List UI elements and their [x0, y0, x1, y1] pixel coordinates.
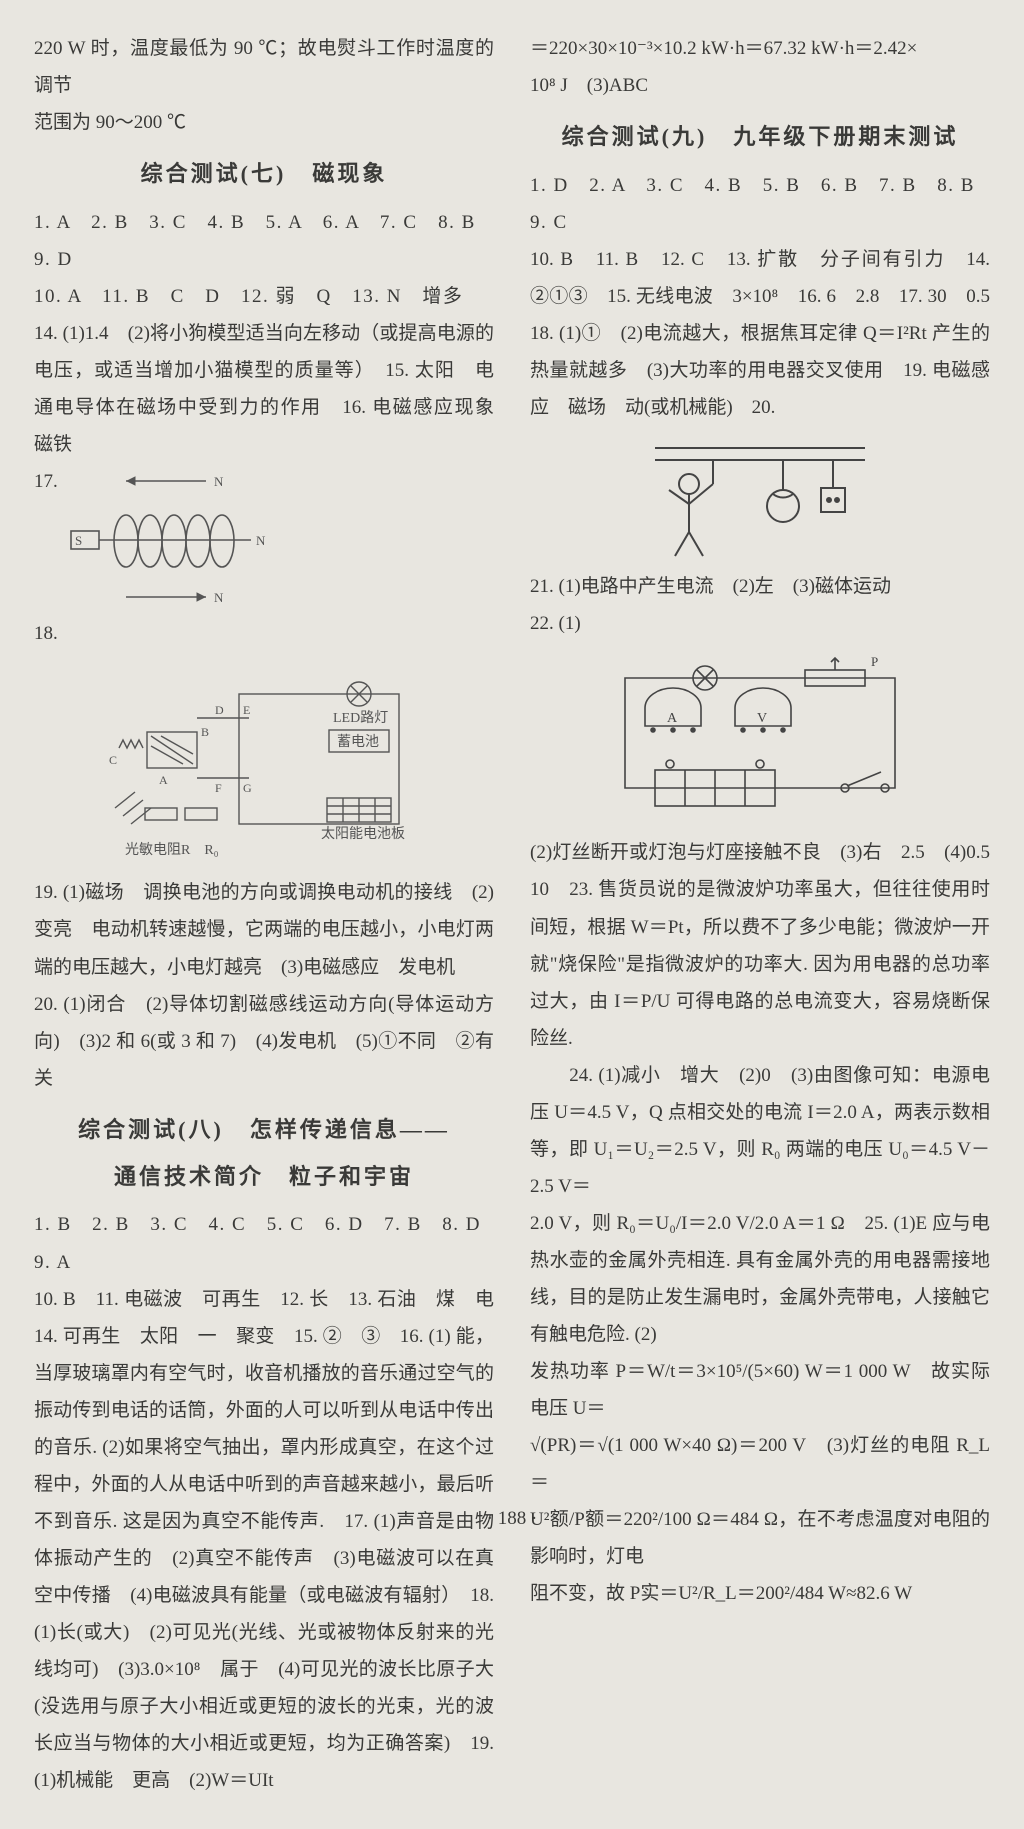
q17-row: 17. S N N — [34, 463, 494, 615]
svg-text:N: N — [214, 590, 224, 605]
svg-text:太阳能电池板: 太阳能电池板 — [321, 826, 405, 842]
q17-label: 17. — [34, 463, 58, 500]
test9-title-b: 九年级下册期末测试 — [733, 124, 958, 149]
svg-text:蓄电池: 蓄电池 — [337, 734, 379, 750]
test8-title-b: 怎样传递信息—— — [250, 1117, 450, 1142]
test7-line19: 19. (1)磁场 调换电池的方向或调换电动机的接线 (2)变亮 电动机转速越慢… — [34, 874, 494, 985]
svg-text:A: A — [159, 773, 168, 787]
test9-answers-1: 1. D 2. A 3. C 4. B 5. B 6. B 7. B 8. B … — [530, 167, 990, 241]
test9-line24a: 24. (1)减小 增大 (2)0 (3)由图像可知：电源电压 U＝4.5 V，… — [530, 1057, 990, 1205]
test7-line14: 14. (1)1.4 (2)将小狗模型适当向左移动（或提高电源的电压，或适当增加… — [34, 315, 494, 463]
test9-heading: 综合测试(九) 九年级下册期末测试 — [530, 116, 990, 159]
test8-heading-2: 通信技术简介 粒子和宇宙 — [34, 1156, 494, 1199]
left-intro-2: 范围为 90～200 ℃ — [34, 104, 494, 141]
svg-text:A: A — [667, 711, 678, 726]
svg-text:LED路灯: LED路灯 — [333, 710, 388, 726]
fig-17-coil: S N N N — [66, 469, 296, 609]
test9-line21: 21. (1)电路中产生电流 (2)左 (3)磁体运动 — [530, 568, 990, 605]
test9-line22-text: (2)灯丝断开或灯泡与灯座接触不良 (3)右 2.5 (4)0.5 10 23.… — [530, 834, 990, 1056]
test9-formula-rl: U²额/P额＝220²/100 Ω＝484 Ω，在不考虑温度对电阻的影响时，灯电 — [530, 1501, 990, 1575]
svg-text:N: N — [256, 533, 266, 548]
right-intro-1: ＝220×30×10⁻³×10.2 kW·h＝67.32 kW·h＝2.42× — [530, 30, 990, 67]
right-intro-2: 10⁸ J (3)ABC — [530, 67, 990, 104]
fig22-svg: P A V — [595, 648, 925, 828]
q18-row: 18. LED路灯 蓄电池 — [34, 615, 494, 868]
circuit-diagram-svg: LED路灯 蓄电池 太阳能电池板 — [109, 658, 419, 868]
q18-label: 18. — [34, 623, 58, 644]
svg-text:F: F — [215, 781, 222, 795]
power-lines-svg — [645, 432, 875, 562]
test7-heading: 综合测试(七) 磁现象 — [34, 153, 494, 196]
right-column: ＝220×30×10⁻³×10.2 kW·h＝67.32 kW·h＝2.42× … — [530, 30, 990, 1799]
test8-heading: 综合测试(八) 怎样传递信息—— — [34, 1109, 494, 1152]
test7-line20: 20. (1)闭合 (2)导体切割磁感线运动方向(导体运动方向) (3)2 和 … — [34, 986, 494, 1097]
left-intro-1: 220 W 时，温度最低为 90 ℃；故电熨斗工作时温度的调节 — [34, 30, 494, 104]
test9-formula-pshi: 阻不变，故 P实＝U²/R_L＝200²/484 W≈82.6 W — [530, 1575, 990, 1612]
svg-text:G: G — [243, 781, 252, 795]
test7-answers-1: 1. A 2. B 3. C 4. B 5. A 6. A 7. C 8. B … — [34, 204, 494, 278]
svg-text:V: V — [757, 711, 767, 726]
test8-answers-1: 1. B 2. B 3. C 4. C 5. C 6. D 7. B 8. D … — [34, 1206, 494, 1280]
svg-text:C: C — [109, 753, 117, 767]
svg-text:E: E — [243, 703, 250, 717]
svg-text:光敏电阻R R₀: 光敏电阻R R₀ — [125, 842, 219, 858]
svg-text:N: N — [214, 474, 224, 489]
test8-title-a: 综合测试(八) — [78, 1117, 224, 1142]
page-number: · 188 · — [487, 1500, 538, 1537]
test7-title-a: 综合测试(七) — [141, 161, 287, 186]
left-column: 220 W 时，温度最低为 90 ℃；故电熨斗工作时温度的调节 范围为 90～2… — [34, 30, 494, 1799]
fig-20-power-lines — [530, 432, 990, 562]
svg-text:P: P — [871, 654, 878, 669]
svg-text:B: B — [201, 725, 209, 739]
test9-title-a: 综合测试(九) — [562, 124, 708, 149]
test7-title-b: 磁现象 — [312, 161, 387, 186]
fig-22-circuit: P A V — [530, 648, 990, 828]
test8-body: 10. B 11. 电磁波 可再生 12. 长 13. 石油 煤 电 14. 可… — [34, 1281, 494, 1800]
coil-diagram-svg: S N N N — [66, 469, 296, 609]
svg-text:S: S — [75, 533, 82, 548]
test7-answers-2: 10. A 11. B C D 12. 弱 Q 13. N 增多 — [34, 278, 494, 315]
test9-formula-p: 发热功率 P＝W/t＝3×10⁵/(5×60) W＝1 000 W 故实际电压 … — [530, 1353, 990, 1427]
svg-text:D: D — [215, 703, 224, 717]
test9-line10-20: 10. B 11. B 12. C 13. 扩散 分子间有引力 14. ②①③ … — [530, 241, 990, 426]
test9-formula-r0: 2.0 V，则 R₀＝U₀/I＝2.0 V/2.0 A＝1 Ω 25. (1)E… — [530, 1205, 990, 1353]
test8-title-c: 通信技术简介 粒子和宇宙 — [114, 1164, 414, 1189]
fig-18-circuit: LED路灯 蓄电池 太阳能电池板 — [34, 658, 494, 868]
q22-label: 22. (1) — [530, 605, 990, 642]
test9-formula-u: √(PR)＝√(1 000 W×40 Ω)＝200 V (3)灯丝的电阻 R_L… — [530, 1427, 990, 1501]
